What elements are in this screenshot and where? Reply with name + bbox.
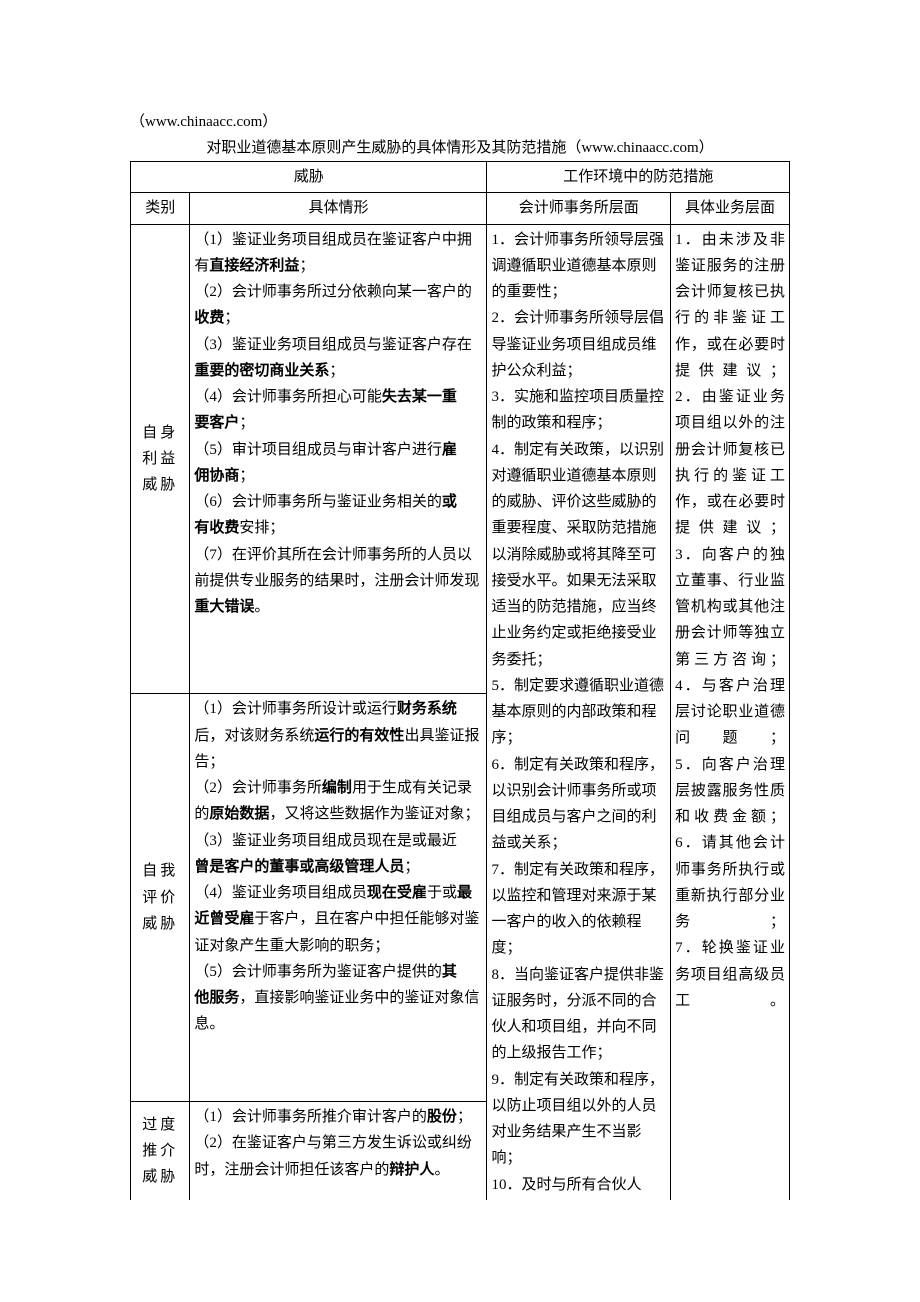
si-i4b2: 要客户	[194, 415, 239, 431]
th-threat: 威胁	[131, 162, 487, 193]
si-i7c: 。	[254, 599, 269, 615]
situation-self-interest: （1）鉴证业务项目组成员在鉴证客户中拥有直接经济利益； （2）会计师事务所过分依…	[190, 224, 487, 694]
bm-4: 4．与客户治理层讨论职业道德问题；	[675, 673, 785, 752]
cat-advocacy: 过度推介威胁	[131, 1102, 190, 1200]
fm-5: 5．制定要求遵循职业道德基本原则的内部政策和程序；	[491, 673, 666, 752]
bm-1: 1．由未涉及非鉴证服务的注册会计师复核已执行的非鉴证工作，或在必要时提供建议；	[675, 227, 785, 385]
sr-r5b2: 他服务	[194, 990, 239, 1006]
fm-3: 3．实施和监控项目质量控制的政策和程序；	[491, 384, 666, 437]
bm-6: 6．请其他会计师事务所执行或重新执行部分业务；	[675, 830, 785, 935]
sr-r3a: （3）鉴证业务项目组成员现在是或最近	[194, 833, 457, 849]
si-i3b: 重要的密切商业关系	[194, 363, 329, 379]
ad-a1a: （1）会计师事务所推介审计客户的	[194, 1109, 427, 1125]
sr-r4b1: 现在受雇	[367, 885, 427, 901]
fm-9: 9．制定有关政策和程序，以防止项目组以外的人员对业务结果产生不当影响；	[491, 1067, 666, 1172]
fm-8: 8．当向鉴证客户提供非鉴证服务时，分派不同的合伙人和项目组，并向不同的上级报告工…	[491, 962, 666, 1067]
si-i2c: ；	[224, 310, 239, 326]
si-i5b2: 佣协商	[194, 468, 239, 484]
th-firm-level: 会计师事务所层面	[487, 193, 671, 224]
si-i7a: （7）在评价其所在会计师事务所的人员以前提供专业服务的结果时，注册会计师发现	[194, 547, 479, 589]
row-self-interest: 自身利益威胁 （1）鉴证业务项目组成员在鉴证客户中拥有直接经济利益； （2）会计…	[131, 224, 790, 694]
fm-2: 2．会计师事务所领导层倡导鉴证业务项目组成员维护公众利益；	[491, 305, 666, 384]
firm-measures-cell: 1．会计师事务所领导层强调遵循职业道德基本原则的重要性； 2．会计师事务所领导层…	[487, 224, 671, 1200]
th-business-level: 具体业务层面	[671, 193, 790, 224]
th-category: 类别	[131, 193, 190, 224]
sr-r3c: ；	[404, 859, 419, 875]
business-measures-cell: 1．由未涉及非鉴证服务的注册会计师复核已执行的非鉴证工作，或在必要时提供建议； …	[671, 224, 790, 1200]
table-caption: 对职业道德基本原则产生威胁的具体情形及其防范措施（www.chinaacc.co…	[130, 136, 790, 157]
sr-r1b: 财务系统	[397, 701, 457, 717]
fm-7: 7．制定有关政策和程序，以监控和管理对来源于某一客户的收入的依赖程度；	[491, 857, 666, 962]
bm-3: 3．向客户的独立董事、行业监管机构或其他注册会计师等独立第三方咨询；	[675, 542, 785, 673]
fm-4: 4．制定有关政策，以识别对遵循职业道德基本原则的威胁、评价这些威胁的重要程度、采…	[491, 437, 666, 673]
cat-self-review: 自我评价威胁	[131, 694, 190, 1102]
bm-7: 7．轮换鉴证业务项目组高级员工。	[675, 935, 785, 1014]
si-i6b2: 有收费	[194, 520, 239, 536]
si-i1b: 直接经济利益	[209, 258, 299, 274]
sr-r2a: （2）会计师事务所	[194, 780, 322, 796]
th-situation: 具体情形	[190, 193, 487, 224]
fm-10: 10．及时与所有合伙人	[491, 1172, 666, 1198]
threat-measures-table: 威胁 工作环境中的防范措施 类别 具体情形 会计师事务所层面 具体业务层面 自身…	[130, 161, 790, 1200]
si-i3a: （3）鉴证业务项目组成员与鉴证客户存在	[194, 337, 472, 353]
situation-advocacy: （1）会计师事务所推介审计客户的股份； （2）在鉴证客户与第三方发生诉讼或纠纷时…	[190, 1102, 487, 1200]
fm-1: 1．会计师事务所领导层强调遵循职业道德基本原则的重要性；	[491, 227, 666, 306]
si-i5c: ；	[239, 468, 254, 484]
sr-r2d: 原始数据	[209, 806, 269, 822]
si-i7b: 重大错误	[194, 599, 254, 615]
header-row-2: 类别 具体情形 会计师事务所层面 具体业务层面	[131, 193, 790, 224]
ad-a1b: 股份	[427, 1109, 457, 1125]
pre-header-url: （www.chinaacc.com）	[130, 110, 790, 131]
si-i2b: 收费	[194, 310, 224, 326]
si-i5b1: 雇	[442, 442, 457, 458]
sr-r2e: ，又将这些数据作为鉴证对象；	[269, 806, 479, 822]
bm-5: 5．向客户治理层披露服务性质和收费金额；	[675, 752, 785, 831]
si-i1c: ；	[299, 258, 314, 274]
sr-r1c: 后，对该财务系统	[194, 728, 314, 744]
sr-r1d: 运行的有效性	[314, 728, 404, 744]
th-measures: 工作环境中的防范措施	[487, 162, 790, 193]
si-i6a: （6）会计师事务所与鉴证业务相关的	[194, 494, 442, 510]
si-i6c: 安排；	[239, 520, 284, 536]
si-i3c: ；	[329, 363, 344, 379]
sr-r4c: 于或	[427, 885, 457, 901]
si-i4c: ；	[239, 415, 254, 431]
si-i4b1: 失去某一重	[382, 389, 457, 405]
si-i2a: （2）会计师事务所过分依赖向某一客户的	[194, 284, 472, 300]
sr-r1a: （1）会计师事务所设计或运行	[194, 701, 397, 717]
sr-r2b: 编制	[322, 780, 352, 796]
si-i6b1: 或	[442, 494, 457, 510]
sr-r3b: 曾是客户的董事或高级管理人员	[194, 859, 404, 875]
ad-a2b: 辩护人	[389, 1162, 434, 1178]
ad-a1c: ；	[457, 1109, 472, 1125]
sr-r4a: （4）鉴证业务项目组成员	[194, 885, 367, 901]
bm-2: 2．由鉴证业务项目组以外的注册会计师复核已执行的鉴证工作，或在必要时提供建议；	[675, 384, 785, 542]
ad-a2c: 。	[434, 1162, 449, 1178]
sr-r5a: （5）会计师事务所为鉴证客户提供的	[194, 964, 442, 980]
header-row-1: 威胁 工作环境中的防范措施	[131, 162, 790, 193]
cat-self-interest: 自身利益威胁	[131, 224, 190, 694]
si-i4a: （4）会计师事务所担心可能	[194, 389, 382, 405]
sr-r5b1: 其	[442, 964, 457, 980]
situation-self-review: （1）会计师事务所设计或运行财务系统后，对该财务系统运行的有效性出具鉴证报告； …	[190, 694, 487, 1102]
fm-6: 6．制定有关政策和程序，以识别会计师事务所或项目组成员与客户之间的利益或关系；	[491, 752, 666, 857]
si-i5a: （5）审计项目组成员与审计客户进行	[194, 442, 442, 458]
